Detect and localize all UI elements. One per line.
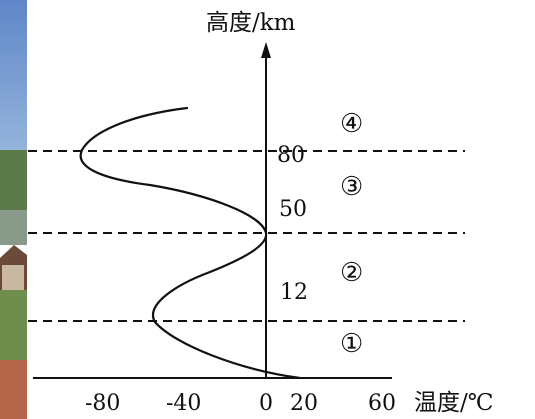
layer-label-2: ② bbox=[340, 258, 363, 288]
x-tick-minus-80: -80 bbox=[85, 391, 120, 416]
x-tick-0: 0 bbox=[259, 391, 273, 416]
altitude-label-12: 12 bbox=[280, 280, 308, 305]
layer-label-1: ① bbox=[340, 329, 363, 359]
y-axis-arrow bbox=[261, 42, 271, 58]
background-photo bbox=[0, 0, 27, 419]
x-tick-minus-40: -40 bbox=[166, 391, 201, 416]
x-tick-20: 20 bbox=[290, 391, 318, 416]
layer-label-3: ③ bbox=[340, 172, 363, 202]
altitude-label-50: 50 bbox=[279, 197, 307, 222]
x-tick-60: 60 bbox=[368, 391, 396, 416]
temperature-curve bbox=[79, 106, 302, 380]
y-axis-title: 高度/km bbox=[206, 10, 296, 36]
x-axis-title: 温度/℃ bbox=[414, 390, 493, 416]
altitude-label-80: 80 bbox=[277, 143, 305, 168]
layer-label-4: ④ bbox=[340, 109, 363, 139]
